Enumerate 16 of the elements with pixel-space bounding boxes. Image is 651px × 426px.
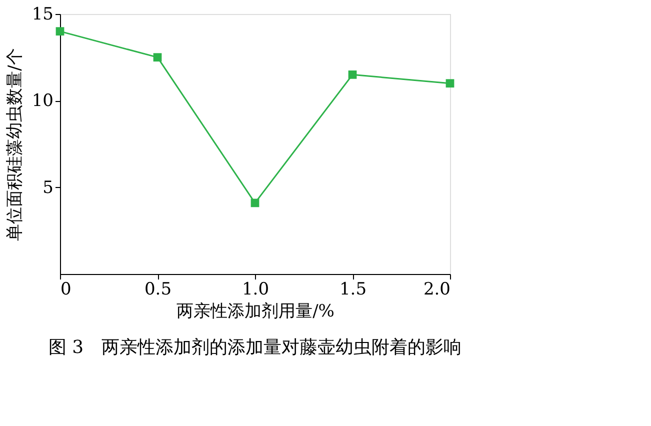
text: 图 3 两亲性添加剂的添加量对藤壶幼虫附着的影响 [48, 337, 462, 358]
x-tick-label: 0 [60, 280, 72, 300]
x-axis-title: 两亲性添加剂用量/% [176, 302, 334, 322]
x-tick-label: 1.5 [339, 280, 367, 300]
point [446, 79, 454, 88]
y-tick-label: 15 [32, 4, 54, 24]
x-tick-label: 1.0 [242, 280, 270, 300]
y-axis-title: 单位面积硅藻幼虫数量/个 [4, 48, 25, 241]
y-tick-label: 10 [32, 91, 54, 112]
x-tick-label: 2.0 [423, 280, 450, 300]
point [250, 198, 260, 208]
point [56, 27, 64, 36]
x-tick-label: 0.5 [144, 280, 172, 300]
point [348, 70, 357, 79]
y-tick-label: 5 [42, 178, 54, 198]
point [153, 53, 162, 62]
